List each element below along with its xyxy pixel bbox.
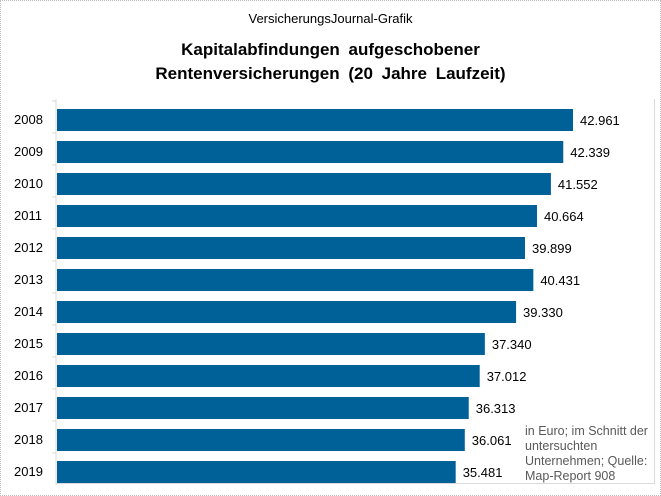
bar-2018 [57,429,465,451]
bar-2008 [57,109,574,131]
y-tick-label-2012: 2012 [14,240,43,255]
source-label: VersicherungsJournal-Grafik [248,11,413,26]
title-line-1: Kapitalabfindungen aufgeschobener [181,40,480,59]
y-tick-label-2018: 2018 [14,432,43,447]
data-label-2010: 41.552 [558,177,598,192]
plot-area [56,99,655,484]
y-tick-label-2010: 2010 [14,176,43,191]
bar-2015 [57,333,485,355]
data-label-2018: 36.061 [472,433,512,448]
data-label-2014: 39.330 [523,305,563,320]
data-label-2017: 36.313 [476,401,516,416]
bar-2012 [57,237,525,259]
y-tick-label-2017: 2017 [14,400,43,415]
bar-2014 [57,301,517,323]
data-label-2008: 42.961 [580,113,620,128]
bar-2019 [57,461,456,483]
chart-note: in Euro; im Schnitt der untersuchten Unt… [525,424,648,483]
bar-2011 [57,205,537,227]
y-tick-label-2013: 2013 [14,272,43,287]
bar-2013 [57,269,534,291]
y-tick-label-2016: 2016 [14,368,43,383]
data-label-2012: 39.899 [532,241,572,256]
bar-2016 [57,365,480,387]
data-label-2011: 40.664 [544,209,584,224]
chart-title: Kapitalabfindungen aufgeschobener Renten… [0,38,661,86]
data-label-2016: 37.012 [487,369,527,384]
y-tick-label-2014: 2014 [14,304,43,319]
data-label-2019: 35.481 [463,465,503,480]
y-tick-label-2009: 2009 [14,144,43,159]
bar-2017 [57,397,469,419]
title-line-2: Rentenversicherungen (20 Jahre Laufzeit) [155,64,506,83]
bar-2009 [57,141,564,163]
y-tick-label-2008: 2008 [14,112,43,127]
data-label-2015: 37.340 [492,337,532,352]
y-tick-label-2019: 2019 [14,464,43,479]
y-tick-label-2015: 2015 [14,336,43,351]
bar-2010 [57,173,551,195]
data-label-2013: 40.431 [540,273,580,288]
data-label-2009: 42.339 [570,145,610,160]
y-tick-label-2011: 2011 [14,208,42,223]
